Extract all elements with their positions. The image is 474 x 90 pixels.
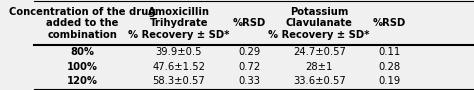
Text: 33.6±0.57: 33.6±0.57	[293, 76, 346, 86]
Text: Potassium
Clavulanate
% Recovery ± SD*: Potassium Clavulanate % Recovery ± SD*	[268, 7, 370, 40]
Text: 0.72: 0.72	[238, 62, 260, 72]
Text: 0.28: 0.28	[378, 62, 401, 72]
Text: 80%: 80%	[71, 47, 94, 57]
Text: 47.6±1.52: 47.6±1.52	[153, 62, 205, 72]
Text: 0.29: 0.29	[238, 47, 260, 57]
Text: Amoxicillin
Trihydrate
% Recovery ± SD*: Amoxicillin Trihydrate % Recovery ± SD*	[128, 7, 230, 40]
Text: 28±1: 28±1	[306, 62, 333, 72]
Text: 39.9±0.5: 39.9±0.5	[155, 47, 202, 57]
Text: 58.3±0.57: 58.3±0.57	[153, 76, 205, 86]
Text: %RSD: %RSD	[373, 18, 406, 28]
Text: 0.33: 0.33	[238, 76, 260, 86]
Text: 120%: 120%	[67, 76, 98, 86]
Text: Concentration of the drug
added to the
combination: Concentration of the drug added to the c…	[9, 7, 156, 40]
Text: 0.19: 0.19	[378, 76, 401, 86]
Text: 100%: 100%	[67, 62, 98, 72]
Text: %RSD: %RSD	[232, 18, 266, 28]
Text: 24.7±0.57: 24.7±0.57	[293, 47, 346, 57]
Text: 0.11: 0.11	[378, 47, 401, 57]
